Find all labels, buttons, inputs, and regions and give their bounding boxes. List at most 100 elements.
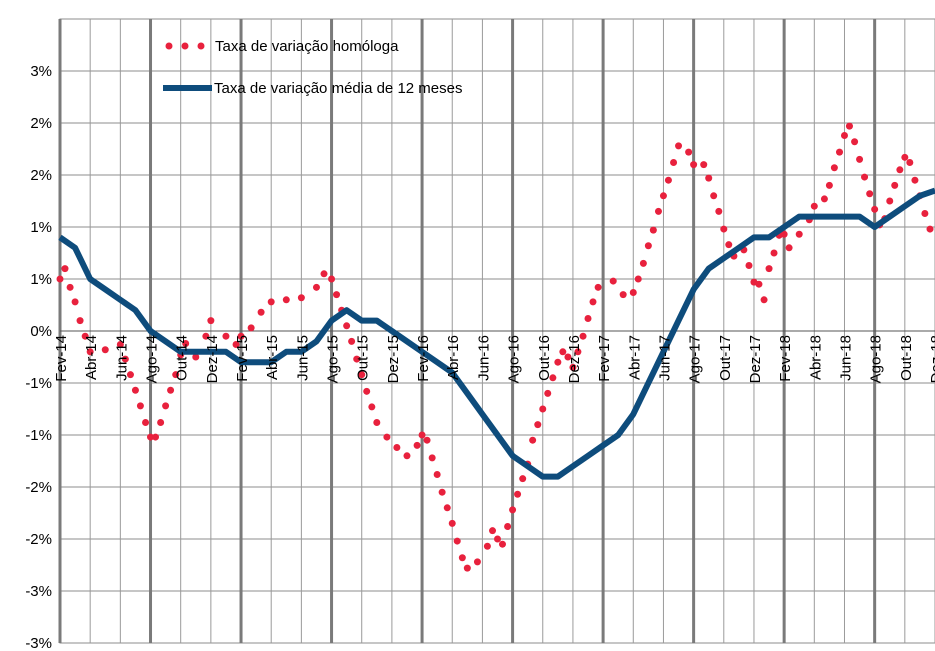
homologa-data-point (428, 454, 436, 462)
homologa-data-point (825, 181, 833, 189)
homologa-data-point (423, 436, 431, 444)
y-tick-label: -2% (25, 479, 52, 496)
homologa-data-point (745, 261, 753, 269)
homologa-data-point (363, 387, 371, 395)
homologa-data-point (926, 225, 934, 233)
homologa-data-point (136, 402, 144, 410)
homologa-data-point (413, 441, 421, 449)
homologa-data-point (664, 176, 672, 184)
homologa-data-point (906, 159, 914, 167)
homologa-data-point (448, 519, 456, 527)
homologa-data-point (81, 332, 89, 340)
homologa-data-point (629, 289, 637, 297)
y-tick-label: 0% (30, 323, 52, 340)
homologa-data-point (509, 506, 517, 514)
homologa-data-point (659, 192, 667, 200)
homologa-data-point (670, 159, 678, 167)
homologa-data-point (297, 294, 305, 302)
x-tick-label: Out-16 (536, 335, 553, 381)
x-tick-label: Fev-17 (596, 335, 613, 382)
homologa-data-point (182, 339, 190, 347)
homologa-data-point (619, 291, 627, 299)
homologa-data-point (861, 173, 869, 181)
x-tick-label: Ago-16 (506, 335, 523, 383)
homologa-data-point (569, 363, 577, 371)
media-12-meses-line (58, 187, 935, 480)
homologa-data-point (780, 230, 788, 238)
homologa-data-point (167, 386, 175, 394)
homologa-data-point (504, 523, 512, 531)
x-tick-label: Ago-18 (868, 335, 885, 383)
axis-layer: 3% 2% 2% 1% 1% 0% -1% -1% -2% -2% -3% -3% Fev-14 Abr-… (25, 63, 935, 651)
homologa-data-point (820, 195, 828, 203)
homologa-data-point (56, 275, 64, 283)
homologa-data-point (433, 471, 441, 479)
x-tick-label: Ago-14 (144, 335, 161, 383)
x-tick-label: Ago-15 (325, 335, 342, 383)
legend-label-media-12-meses: Taxa de variação média de 12 meses (214, 80, 462, 97)
homologa-data-point (911, 176, 919, 184)
homologa-data-point (856, 155, 864, 163)
homologa-data-point (639, 259, 647, 267)
homologa-data-point (836, 148, 844, 156)
homologa-data-point (463, 564, 471, 572)
homologa-data-point (494, 535, 501, 543)
y-tick-label: -1% (25, 427, 52, 444)
homologa-data-point (896, 166, 904, 174)
homologa-data-point (715, 207, 723, 215)
homologa-data-point (192, 353, 200, 361)
homologa-data-point (840, 131, 848, 139)
series-layer (56, 122, 935, 572)
homologa-data-point (534, 421, 542, 429)
homologa-data-point (765, 265, 773, 273)
homologa-data-point (333, 291, 341, 299)
homologa-data-point (760, 296, 768, 304)
homologa-data-point (353, 355, 361, 363)
x-tick-label: Dez-17 (747, 335, 764, 383)
homologa-data-point (866, 190, 874, 198)
homologa-data-point (634, 275, 642, 283)
x-tick-label: Out-14 (174, 335, 191, 381)
homologa-data-point (770, 249, 778, 257)
y-tick-label: -3% (25, 583, 52, 600)
legend-dot (197, 42, 205, 50)
x-tick-label: Dez-15 (385, 335, 402, 383)
homologa-data-point (116, 341, 124, 349)
homologa-data-point (785, 244, 793, 252)
homologa-data-point (710, 192, 718, 200)
homologa-data-point (348, 337, 356, 345)
homologa-data-point (207, 317, 215, 325)
homologa-data-point (498, 540, 506, 548)
homologa-data-point (328, 275, 336, 283)
homologa-data-point (700, 161, 708, 169)
homologa-data-point (458, 554, 466, 562)
y-tick-label: -3% (25, 635, 52, 651)
homologa-data-point (142, 419, 150, 427)
homologa-data-point (574, 348, 582, 356)
homologa-data-point (383, 433, 391, 441)
x-tick-label: Out-17 (717, 335, 734, 381)
x-tick-label: Jun-16 (475, 335, 492, 381)
x-tick-label: Fev-18 (777, 335, 794, 382)
homologa-data-point (489, 527, 497, 535)
x-tick-label: Abr-14 (83, 335, 100, 380)
grid-layer (58, 18, 935, 644)
homologa-data-point (393, 443, 401, 451)
homologa-data-point (810, 202, 818, 210)
homologa-data-point (66, 283, 74, 291)
x-tick-label: Dez-16 (566, 335, 583, 383)
homologa-data-point (202, 332, 210, 340)
homologa-data-point (554, 358, 562, 366)
legend-dot (165, 42, 173, 50)
homologa-data-point (126, 371, 134, 379)
homologa-data-point (584, 315, 592, 323)
homologa-data-point (71, 298, 79, 306)
homologa-data-point (438, 488, 446, 496)
x-tick-label: Fev-15 (234, 335, 251, 382)
homologa-data-point (705, 174, 713, 182)
homologa-data-point (795, 230, 803, 238)
legend-label-homologa: Taxa de variação homóloga (215, 38, 399, 55)
homologa-data-point (368, 403, 376, 411)
